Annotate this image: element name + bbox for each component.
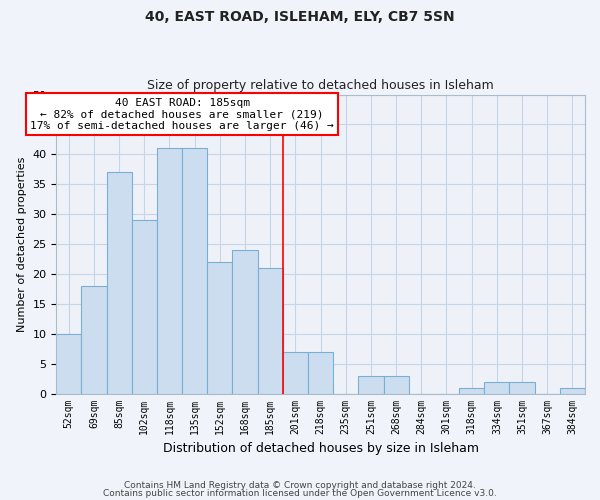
- Title: Size of property relative to detached houses in Isleham: Size of property relative to detached ho…: [147, 79, 494, 92]
- Bar: [232, 250, 257, 394]
- Bar: [484, 382, 509, 394]
- Text: Contains public sector information licensed under the Open Government Licence v3: Contains public sector information licen…: [103, 488, 497, 498]
- Bar: [308, 352, 333, 394]
- Y-axis label: Number of detached properties: Number of detached properties: [17, 156, 27, 332]
- Bar: [182, 148, 207, 394]
- Bar: [56, 334, 82, 394]
- Bar: [560, 388, 585, 394]
- Bar: [257, 268, 283, 394]
- Bar: [383, 376, 409, 394]
- Bar: [207, 262, 232, 394]
- Bar: [459, 388, 484, 394]
- Bar: [132, 220, 157, 394]
- Bar: [358, 376, 383, 394]
- Bar: [157, 148, 182, 394]
- Bar: [283, 352, 308, 394]
- Text: 40 EAST ROAD: 185sqm
← 82% of detached houses are smaller (219)
17% of semi-deta: 40 EAST ROAD: 185sqm ← 82% of detached h…: [30, 98, 334, 130]
- X-axis label: Distribution of detached houses by size in Isleham: Distribution of detached houses by size …: [163, 442, 479, 455]
- Bar: [509, 382, 535, 394]
- Bar: [107, 172, 132, 394]
- Text: Contains HM Land Registry data © Crown copyright and database right 2024.: Contains HM Land Registry data © Crown c…: [124, 481, 476, 490]
- Text: 40, EAST ROAD, ISLEHAM, ELY, CB7 5SN: 40, EAST ROAD, ISLEHAM, ELY, CB7 5SN: [145, 10, 455, 24]
- Bar: [82, 286, 107, 394]
